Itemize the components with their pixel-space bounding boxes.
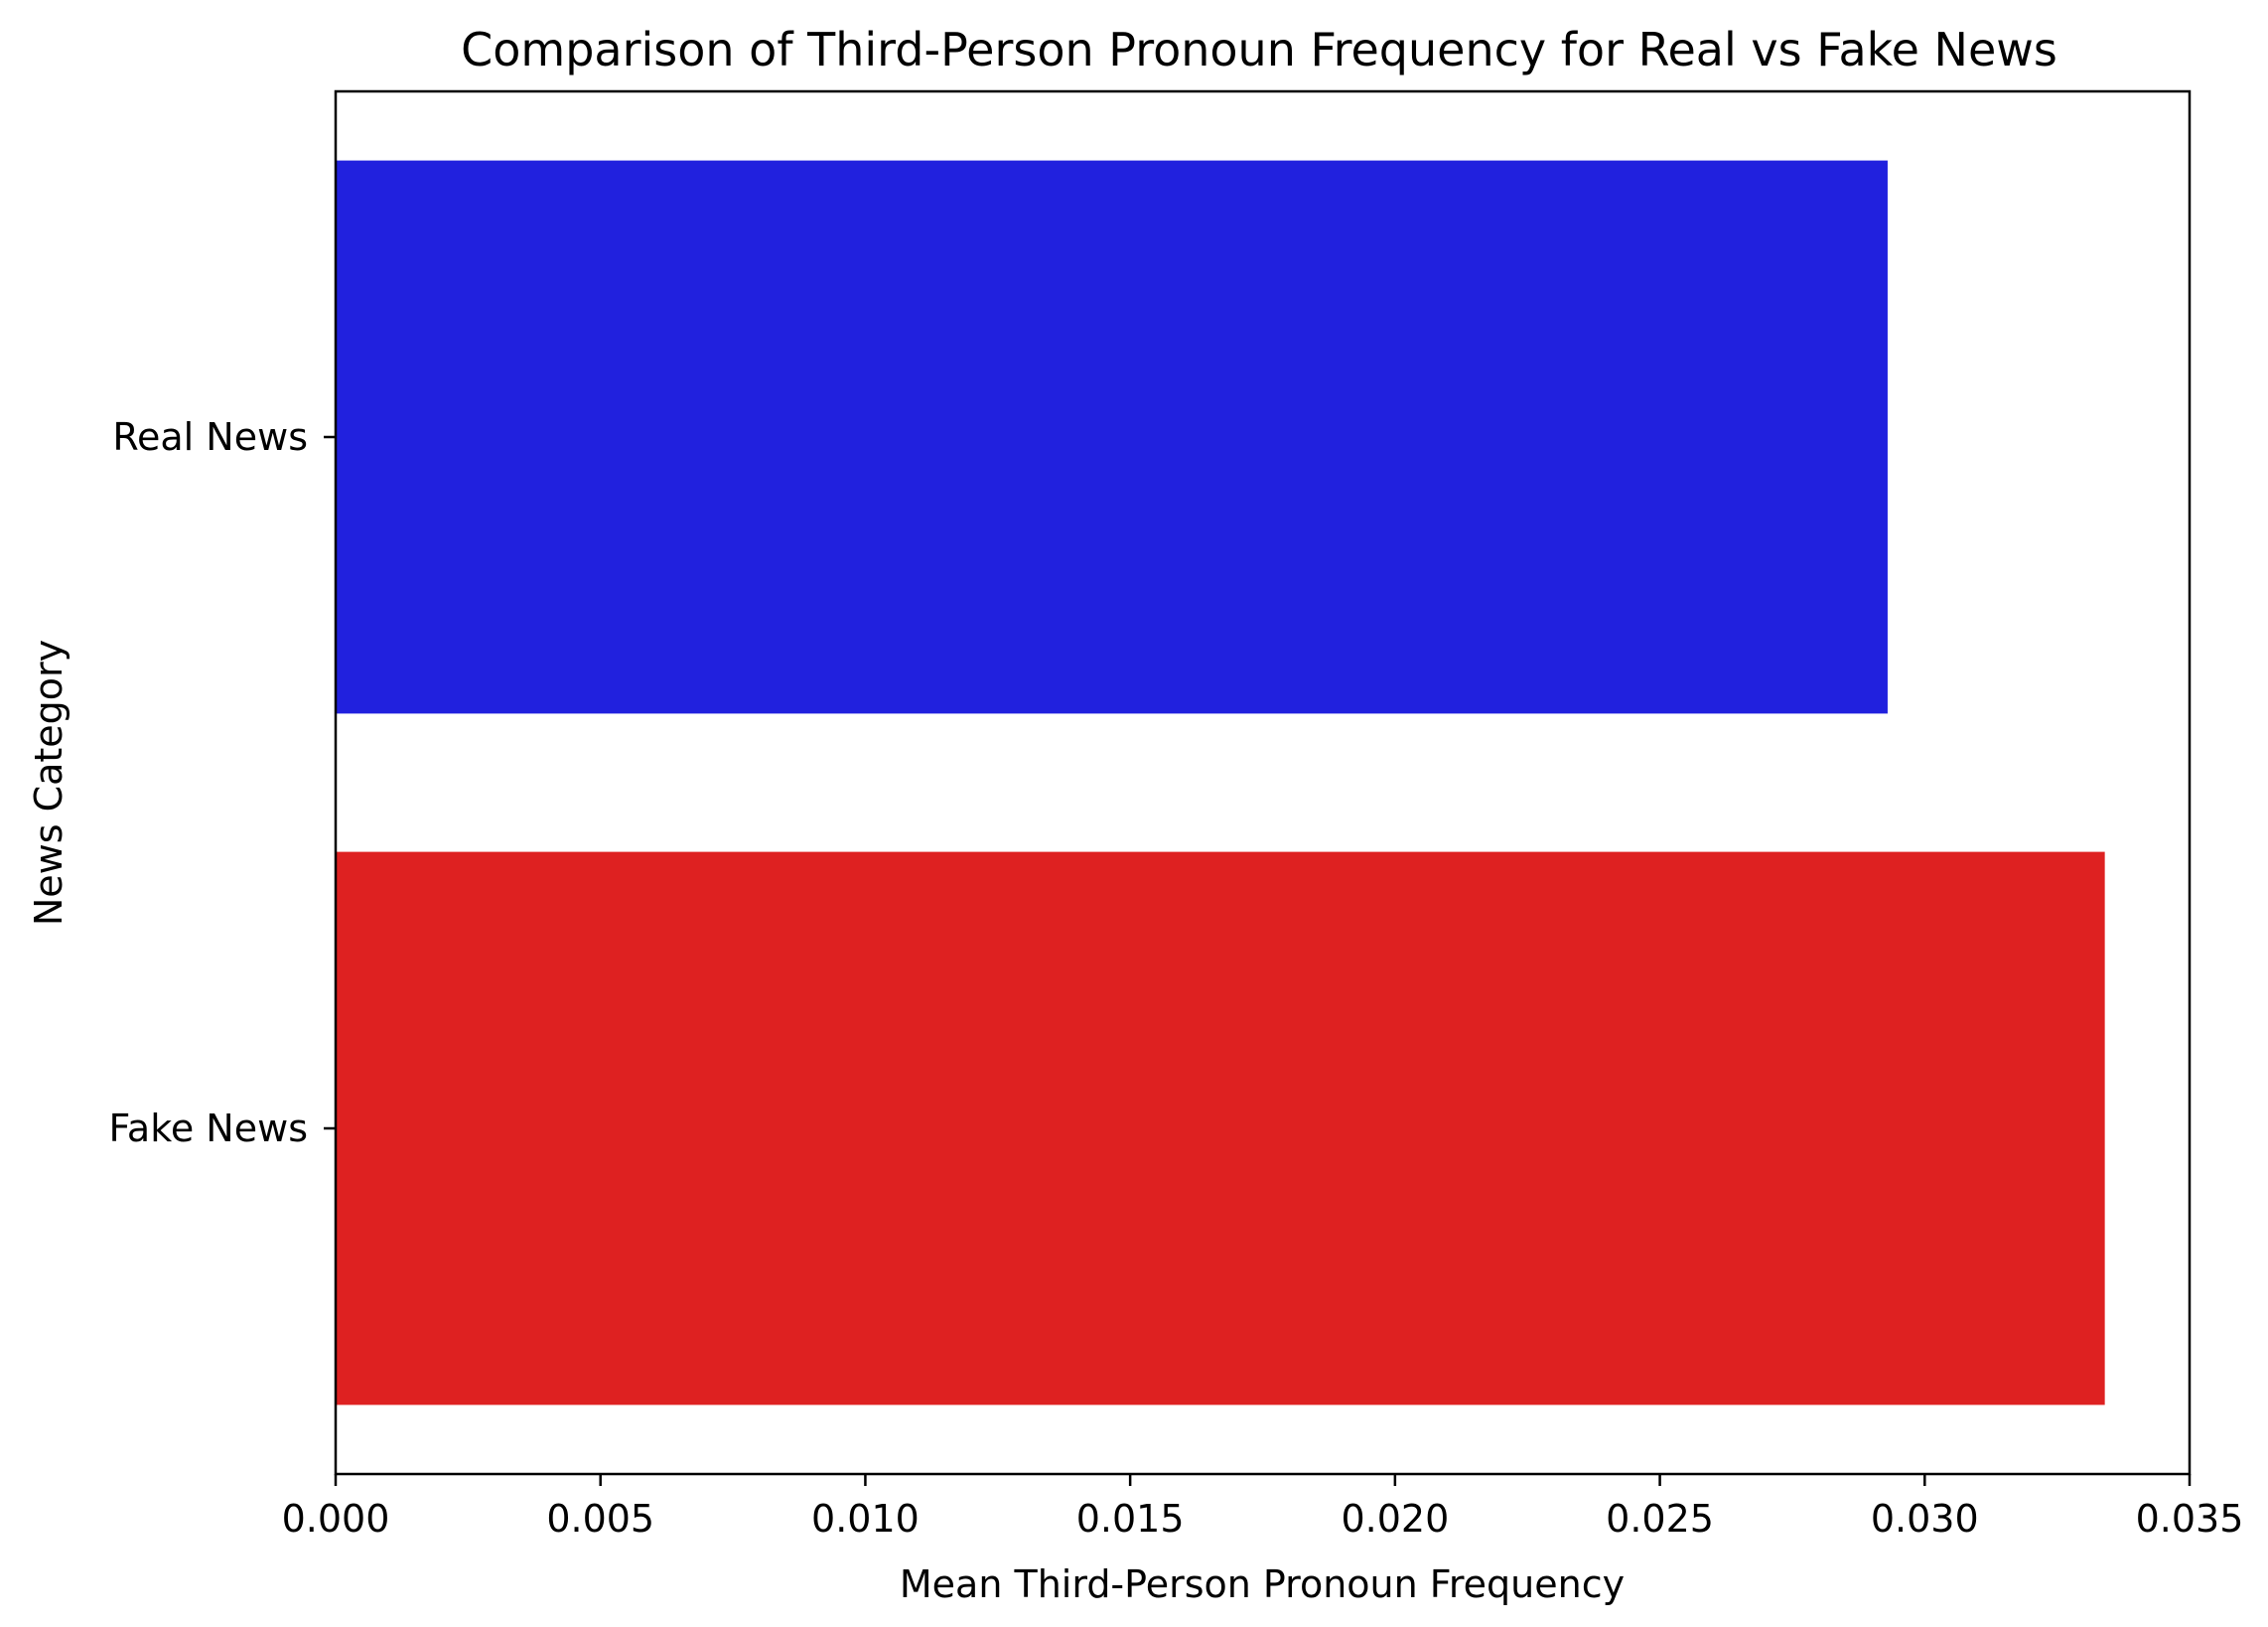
x-axis-label: Mean Third-Person Pronoun Frequency bbox=[900, 1562, 1625, 1606]
x-tick-label: 0.030 bbox=[1871, 1497, 1979, 1541]
x-tick-label: 0.000 bbox=[282, 1497, 390, 1541]
y-tick-label: Real News bbox=[112, 415, 308, 459]
y-axis-ticks: Real News Fake News bbox=[109, 415, 336, 1150]
y-tick-label: Fake News bbox=[109, 1107, 308, 1150]
x-tick-label: 0.015 bbox=[1076, 1497, 1185, 1541]
x-tick-label: 0.005 bbox=[546, 1497, 654, 1541]
y-axis-label: News Category bbox=[27, 640, 71, 926]
x-tick-label: 0.035 bbox=[2136, 1497, 2244, 1541]
bar-fake-news bbox=[336, 851, 2105, 1405]
x-tick-label: 0.020 bbox=[1341, 1497, 1449, 1541]
x-tick-label: 0.025 bbox=[1606, 1497, 1714, 1541]
plot-frame bbox=[334, 89, 2192, 1476]
x-tick-label: 0.010 bbox=[811, 1497, 920, 1541]
bar-real-news bbox=[336, 160, 1888, 714]
bars-group bbox=[336, 160, 2105, 1405]
chart-title: Comparison of Third-Person Pronoun Frequ… bbox=[461, 23, 2057, 76]
x-axis-ticks: 0.000 0.005 0.010 0.015 0.020 0.025 0.030 0.035 bbox=[282, 1474, 2244, 1541]
